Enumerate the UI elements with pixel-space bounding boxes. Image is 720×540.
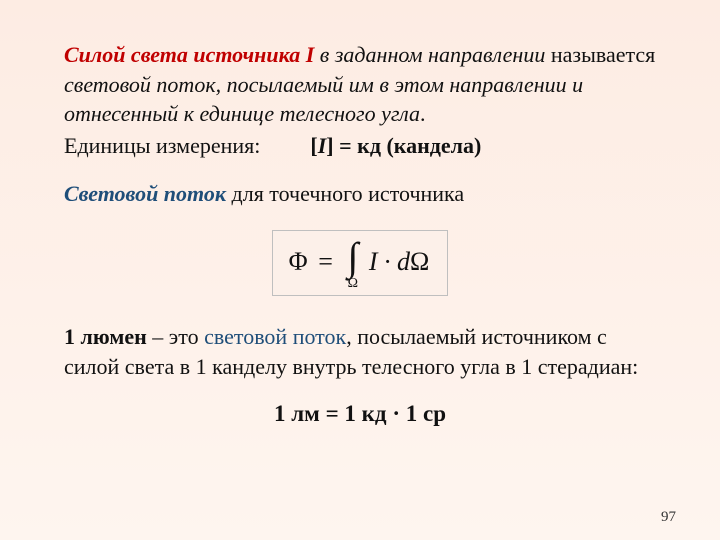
int-symbol: ∫ [347,237,358,277]
formula-box: Φ = ∫ Ω I · dΩ [272,230,449,296]
int-lower: Ω [348,277,358,291]
page-number: 97 [661,509,676,526]
lightflux-rest: для точечного источника [226,181,464,206]
lumen-flux-term: световой поток [204,324,346,349]
formula-expression: Φ = ∫ Ω I · dΩ [289,247,430,276]
units-label: Единицы измерения: [64,133,260,158]
units-line: Единицы измерения: [I] = кд (кандела) [64,131,656,161]
paragraph-lightflux: Световой поток для точечного источника [64,179,656,209]
def-text-1: в заданном направлении [314,42,551,67]
formula-eq: = [318,247,333,276]
def-text-2b: световой поток, посылаемый им в этом нап… [64,72,583,127]
units-expression: [I] = кд (кандела) [310,133,481,158]
integral-icon: ∫ Ω [347,237,358,291]
formula-container: Φ = ∫ Ω I · dΩ [64,230,656,296]
paragraph-definition: Силой света источника I в заданном напра… [64,40,656,161]
formula-integrand: I · dΩ [369,247,430,276]
def-period: . [420,101,426,126]
term-svetovoi-potok: Световой поток [64,181,226,206]
slide-content: Силой света источника I в заданном напра… [0,0,720,429]
equation-lumen: 1 лм = 1 кд · 1 ср [64,398,656,429]
paragraph-lumen: 1 люмен – это световой поток, посылаемый… [64,322,656,381]
term-sila-sveta: Силой света источника I [64,42,314,67]
formula-lhs: Φ [289,247,308,276]
lumen-dash: – это [147,324,204,349]
def-text-2a: называется [551,42,655,67]
lumen-term: 1 люмен [64,324,147,349]
